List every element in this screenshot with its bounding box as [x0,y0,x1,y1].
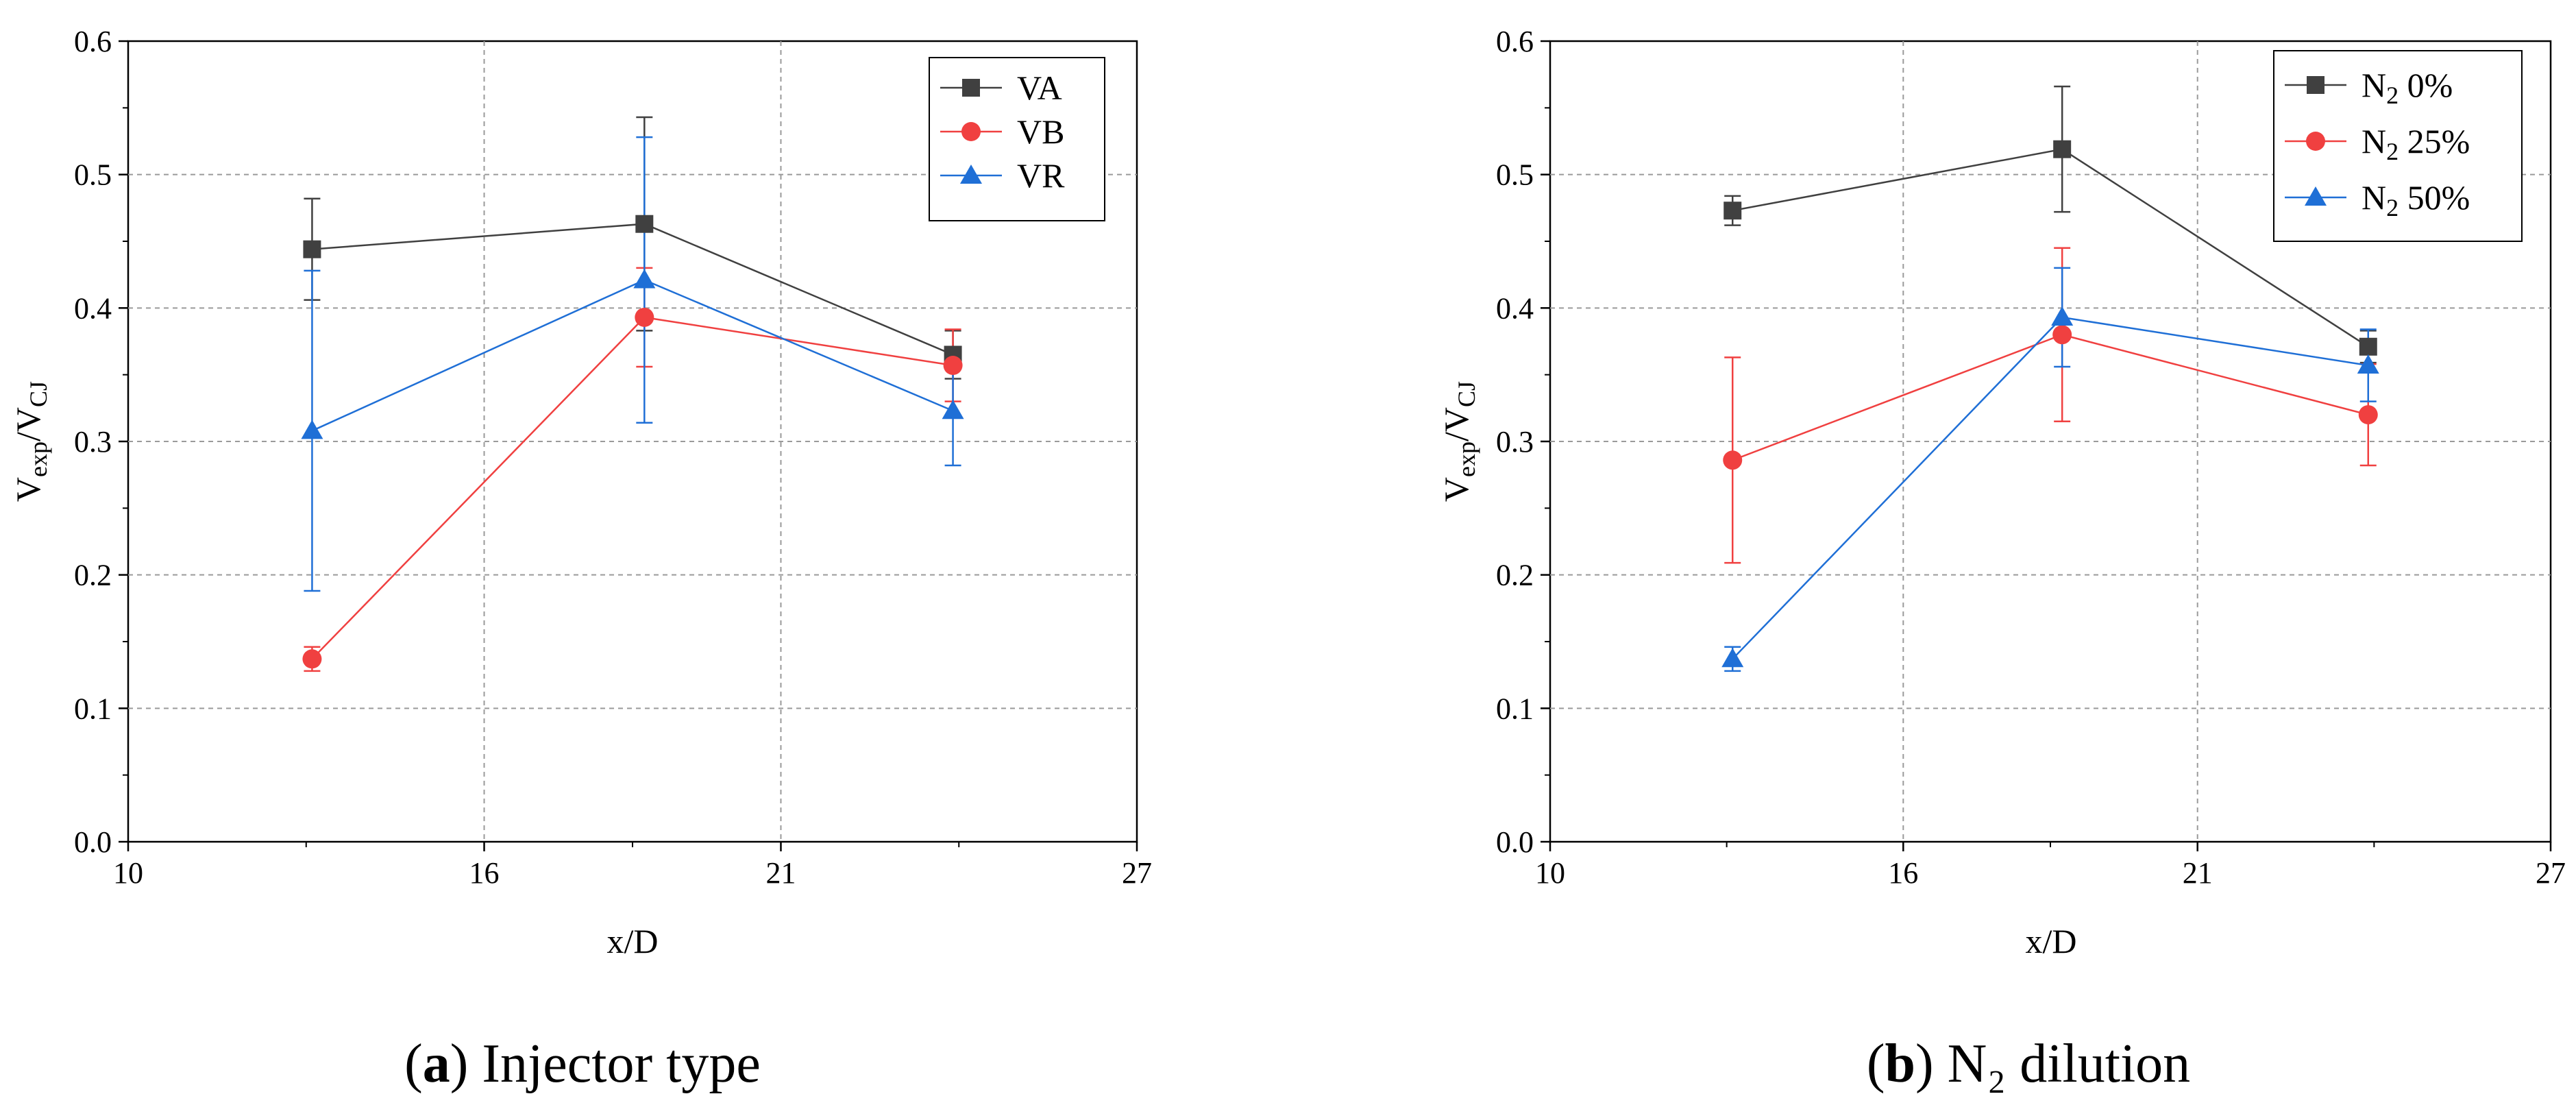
panel-caption: (b) N₂ dilution [1867,1034,2190,1094]
legend-marker [962,79,980,97]
panel-caption: (a) Injector type [404,1034,761,1094]
x-tick-label: 21 [2183,856,2213,890]
legend-marker [961,122,981,141]
y-tick-label: 0.1 [1496,692,1534,725]
x-tick-label: 16 [1888,856,1918,890]
data-markers [301,215,964,669]
chart-panel-a: 10 16 21 27 0.0 0.1 0.2 0.3 0.4 0.5 0.6 VA VB VR x/D… [9,25,1152,1094]
data-point [942,400,964,420]
y-tick-label: 0.2 [1496,559,1534,592]
axis-ticks: 10 16 21 27 0.0 0.1 0.2 0.3 0.4 0.5 0.6 [1496,25,2566,890]
data-point [633,269,656,289]
data-markers [1721,140,2379,668]
legend: N2 0% N2 25% N2 50% [2273,50,2523,242]
x-tick-label: 27 [2536,856,2566,890]
y-tick-label: 0.5 [1496,158,1534,192]
y-tick-label: 0.0 [74,825,112,859]
data-point [1723,450,1743,470]
data-point [635,215,654,233]
data-point [2051,306,2074,326]
legend-label: VR [1017,156,1065,195]
series-line [311,279,954,432]
y-tick-label: 0.5 [74,158,112,192]
legend-marker [960,165,982,184]
data-point [2053,140,2072,158]
series-line [311,316,953,660]
data-point [2052,325,2072,345]
data-point [943,356,963,376]
x-tick-label: 21 [765,856,796,890]
x-tick-label: 10 [113,856,143,890]
legend-label: VB [1017,112,1064,151]
data-point [2359,337,2377,356]
y-tick-label: 0.6 [1496,25,1534,58]
y-tick-label: 0.6 [74,25,112,58]
y-tick-label: 0.0 [1496,825,1534,859]
legend: VA VB VR [929,57,1105,221]
legend-label: N2 25% [2362,122,2470,165]
legend-marker [2306,132,2325,151]
x-axis-title: x/D [2026,922,2077,960]
data-point [2357,354,2379,374]
axis-ticks: 10 16 21 27 0.0 0.1 0.2 0.3 0.4 0.5 0.6 [74,25,1152,890]
legend-marker [2305,186,2327,206]
y-tick-label: 0.3 [74,425,112,459]
y-tick-label: 0.3 [1496,425,1534,459]
data-point [1724,202,1742,220]
series-lines [1732,148,2369,660]
y-axis-title: Vexp/VCJ [9,381,52,502]
legend-label: VA [1017,69,1062,107]
x-tick-label: 27 [1122,856,1152,890]
x-axis-title: x/D [607,922,659,960]
legend-box [929,57,1105,221]
legend-marker [2307,76,2324,94]
y-tick-label: 0.2 [74,559,112,592]
y-tick-label: 0.4 [74,291,112,325]
x-tick-label: 10 [1535,856,1565,890]
data-point [1721,648,1744,668]
y-tick-label: 0.4 [1496,291,1534,325]
x-tick-label: 16 [469,856,500,890]
data-point [2358,405,2378,425]
y-axis-title: Vexp/VCJ [1437,381,1480,502]
chart-panel-b: 10 16 21 27 0.0 0.1 0.2 0.3 0.4 0.5 0.6 N2 0% N2 25… [1437,25,2566,1094]
data-point [301,420,323,439]
data-point [635,307,654,327]
legend-label: N2 50% [2362,178,2470,221]
series-line [1732,316,2368,660]
data-point [302,649,322,669]
series-line [312,223,954,356]
grid-lines [1550,41,2551,842]
legend-label: N2 0% [2362,66,2453,109]
series-line [1732,148,2369,348]
error-bars [304,116,961,672]
y-tick-label: 0.1 [74,692,112,725]
data-point [303,240,321,258]
